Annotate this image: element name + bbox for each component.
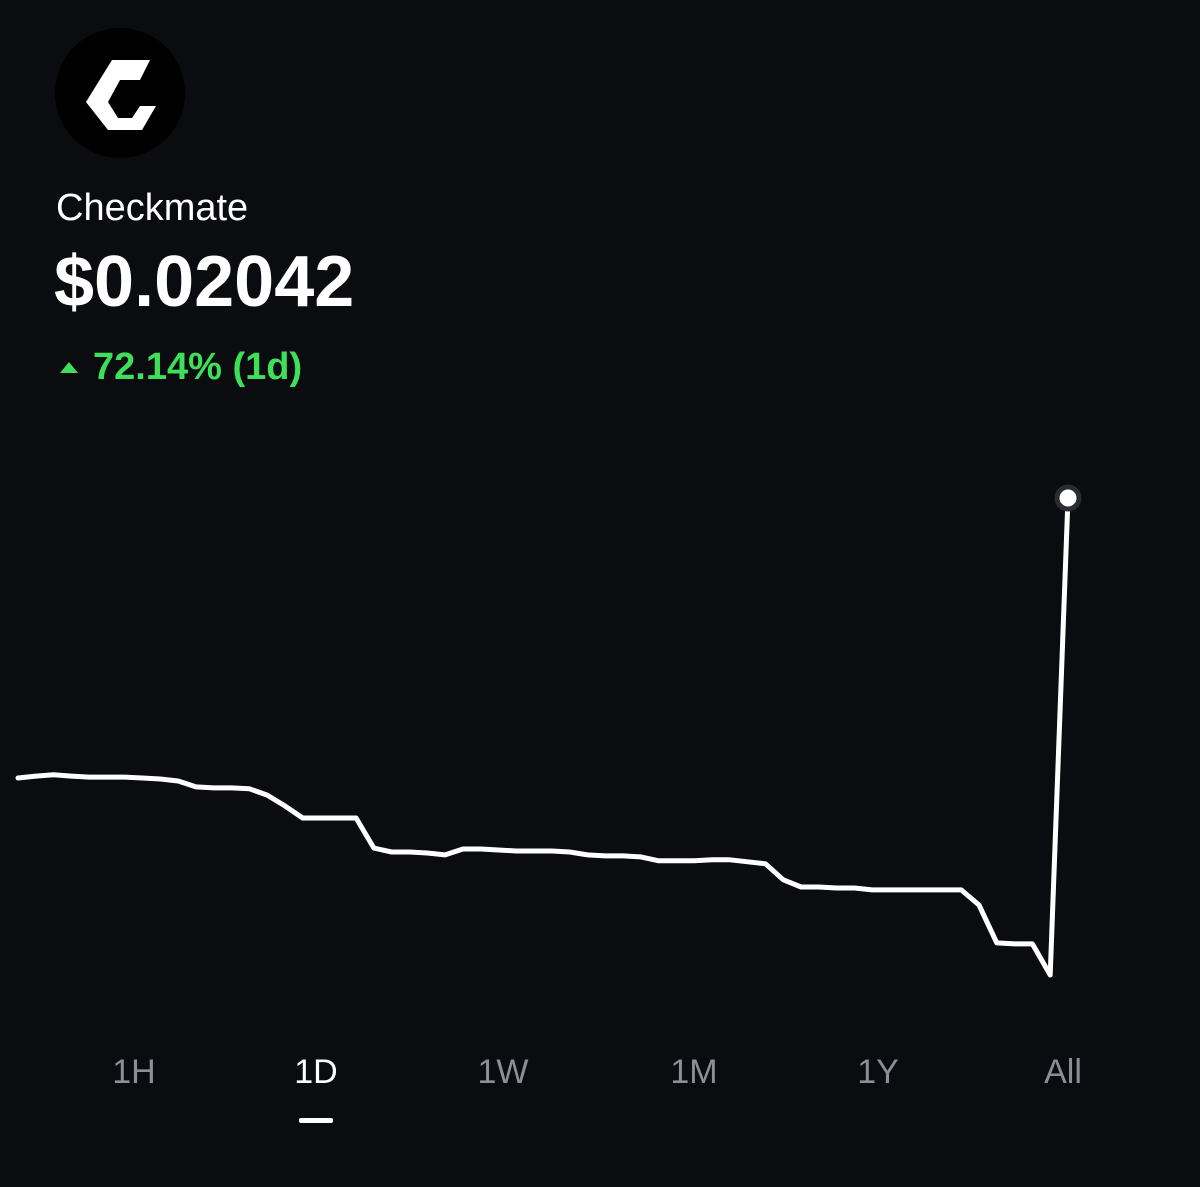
tab-label[interactable]: 1M	[670, 1053, 717, 1091]
current-point	[1054, 484, 1082, 512]
tab-label[interactable]: 1D	[294, 1053, 337, 1091]
tab-label[interactable]: 1Y	[857, 1053, 899, 1091]
tab-bar: 1H 1D 1W 1M 1Y All	[112, 1053, 1082, 1123]
tab-label[interactable]: 1W	[478, 1053, 529, 1091]
tab-label[interactable]: All	[1044, 1053, 1082, 1091]
logo	[55, 28, 185, 158]
tab-label[interactable]: 1H	[112, 1053, 155, 1091]
tab-underline	[299, 1118, 333, 1123]
token-name: Checkmate	[56, 187, 248, 229]
logo-mark	[86, 60, 156, 130]
price-change: 72.14% (1d)	[93, 346, 302, 388]
price: $0.02042	[54, 242, 354, 322]
price-line	[15, 495, 1071, 978]
chart	[15, 484, 1082, 978]
up-arrow	[60, 362, 78, 373]
